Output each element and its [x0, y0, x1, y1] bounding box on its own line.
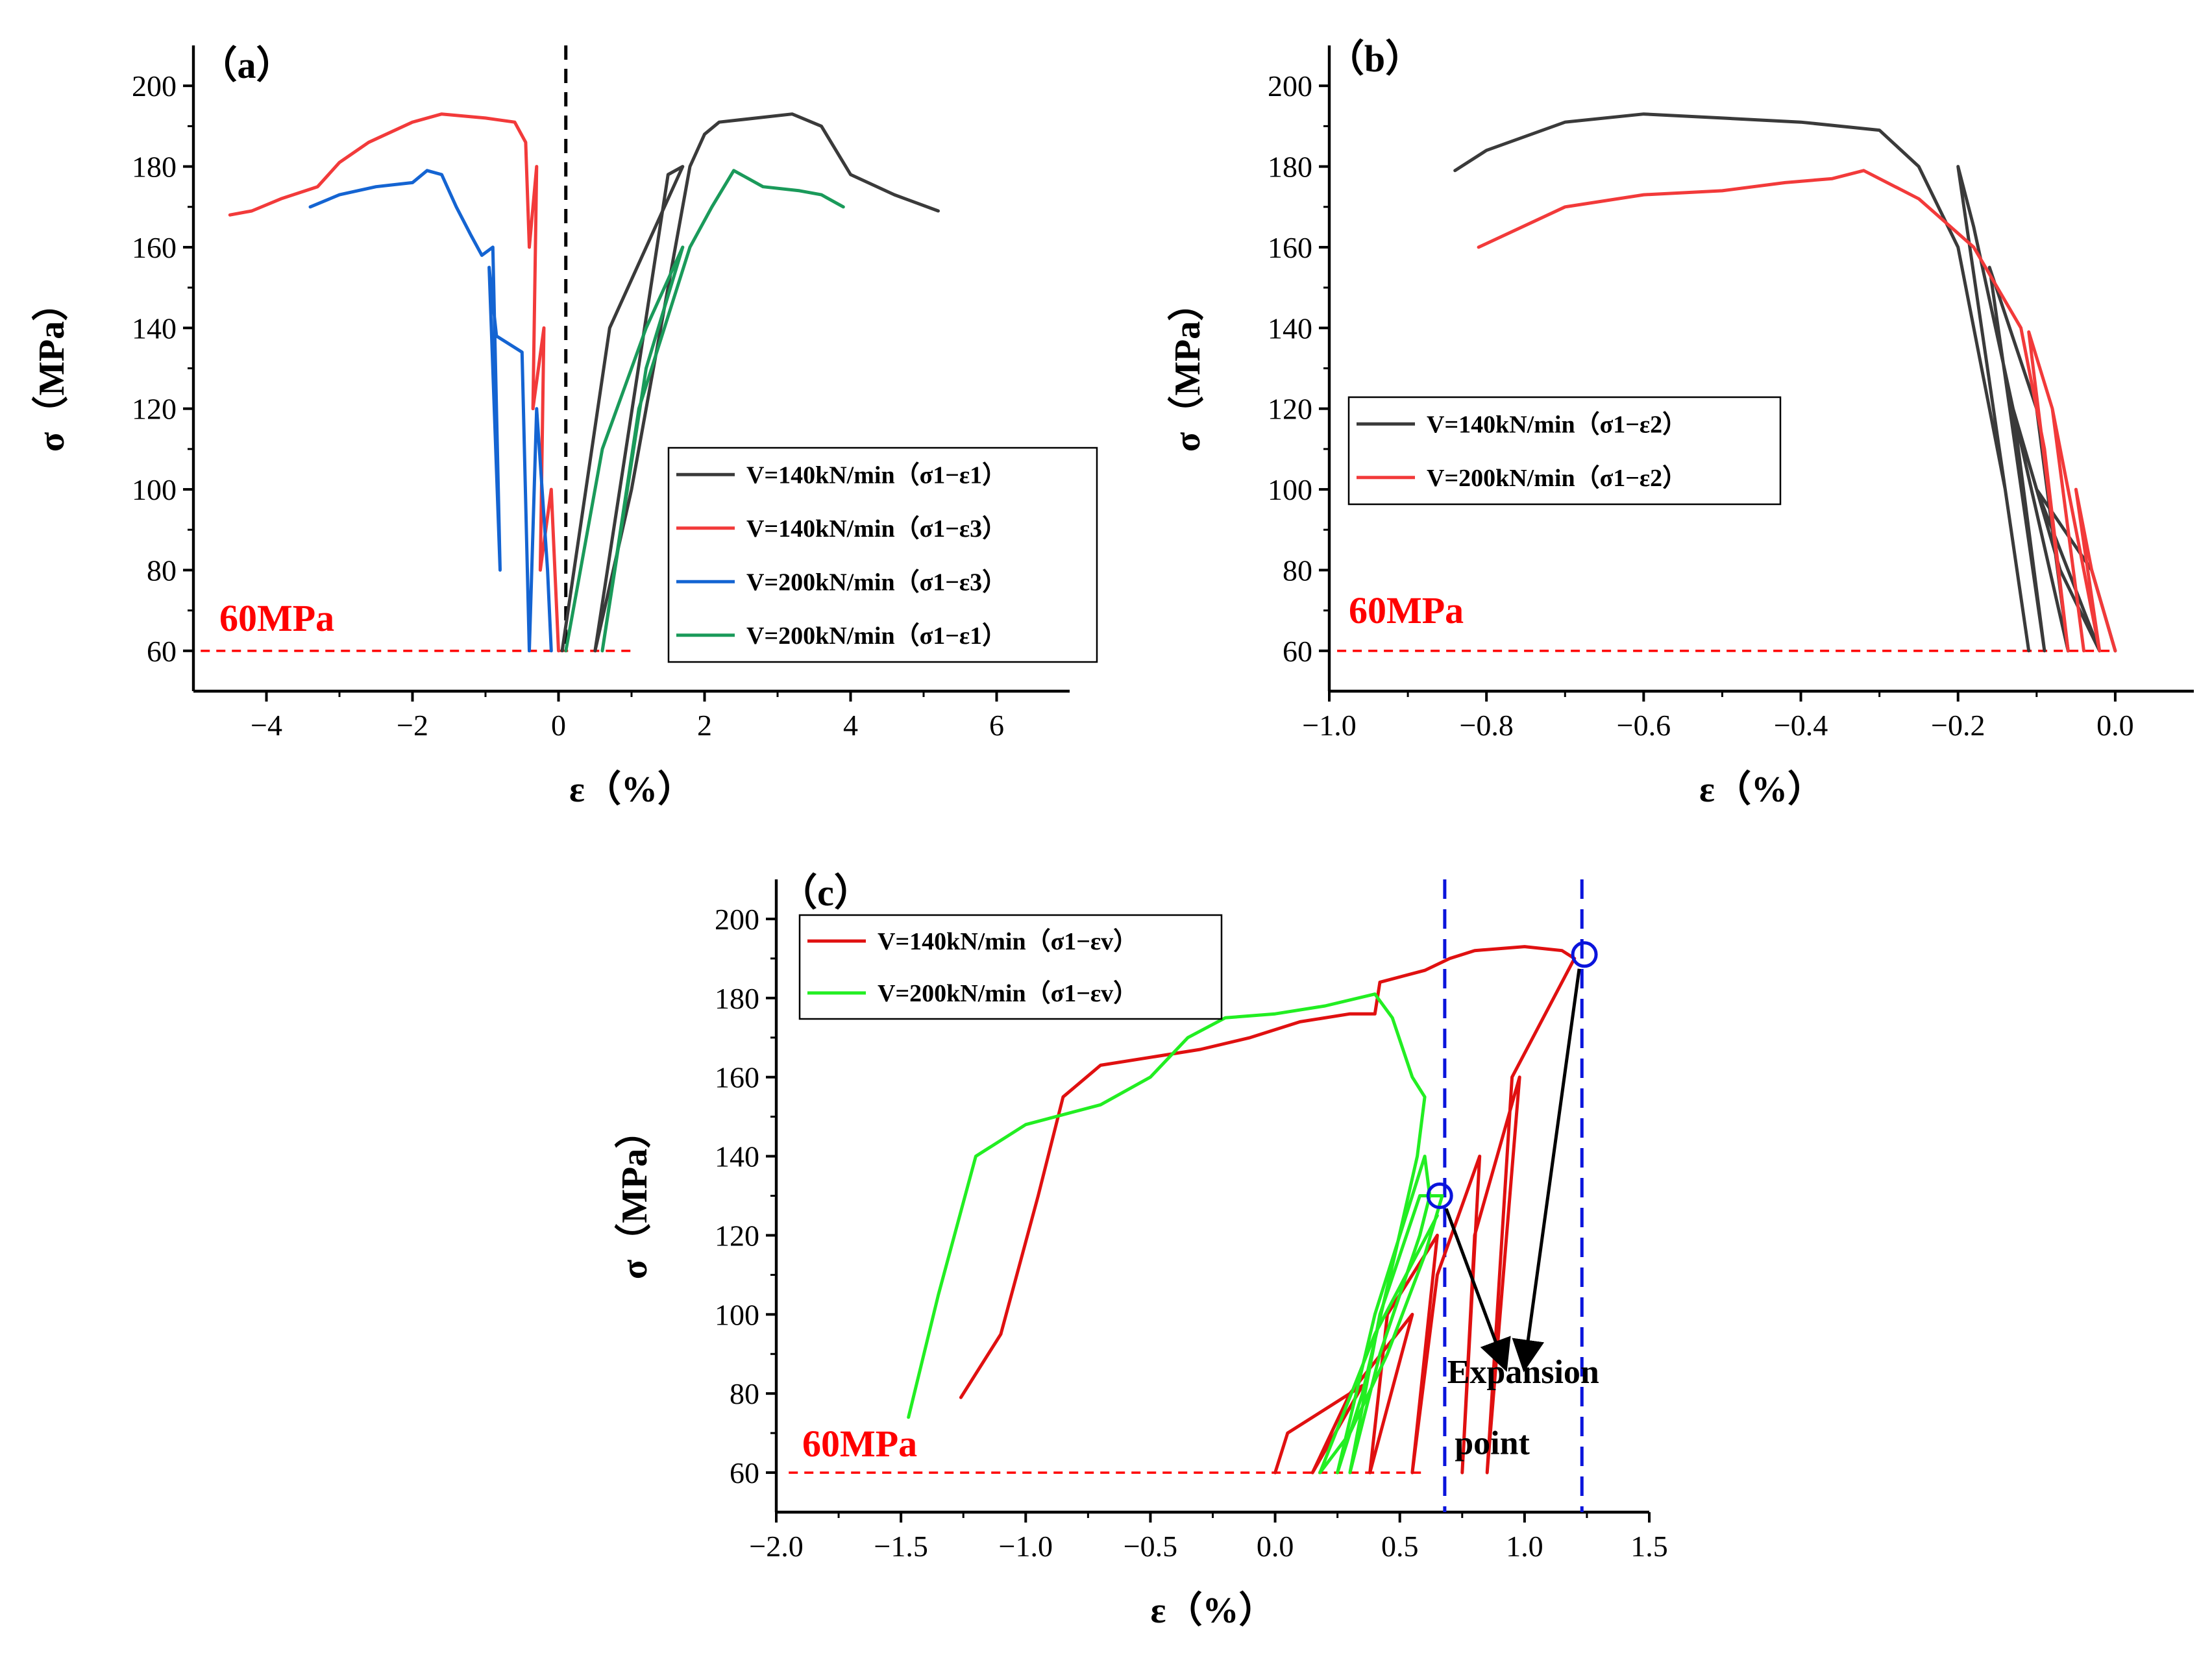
y-tick-label: 100: [715, 1298, 759, 1331]
legend-box: [1347, 396, 1782, 506]
y-axis-title: σ（MPa）: [1167, 285, 1208, 452]
x-tick-label: 0: [551, 709, 566, 742]
series-line: [907, 992, 1444, 1475]
x-tick-label: −0.8: [1459, 709, 1513, 742]
y-tick-label: 60: [1283, 635, 1312, 668]
legend-box: [667, 447, 1098, 663]
y-tick-label: 120: [715, 1219, 759, 1252]
x-tick-label: 4: [843, 709, 858, 742]
x-axis-title: ε（%）: [1699, 769, 1824, 810]
legend-entry: V=140kN/min（σ1−ε1）: [746, 461, 1007, 489]
panel-label: （c）: [780, 872, 872, 914]
y-tick-label: 100: [1268, 473, 1312, 506]
reference-line-label: 60MPa: [219, 597, 334, 639]
legend-entry: V=200kN/min（σ1−εv）: [878, 980, 1138, 1007]
y-axis-title: σ（MPa）: [614, 1112, 655, 1280]
y-tick-label: 160: [715, 1061, 759, 1094]
y-axis-title: σ（MPa）: [31, 285, 72, 452]
expansion-arrow: [1444, 1208, 1511, 1372]
expansion-arrow: [1512, 968, 1581, 1373]
x-axis-title: ε（%）: [1151, 1590, 1275, 1631]
legend-entry: V=200kN/min（σ1−ε2）: [1427, 465, 1687, 492]
expansion-point-marker: [1426, 1182, 1453, 1209]
legend-entry: V=140kN/min（σ1−ε2）: [1427, 411, 1687, 438]
y-tick-label: 160: [1268, 231, 1312, 264]
x-tick-label: 0.5: [1381, 1530, 1419, 1563]
expansion-point-marker: [1571, 941, 1598, 968]
y-tick-label: 200: [132, 69, 177, 103]
panel-a: 60 80 100 120 140 160 180 200 −4 −2 0 2 4 6 ε（%） σ（MPa）…: [31, 44, 1098, 810]
legend: V=140kN/min（σ1−ε2） V=200kN/min（σ1−ε2）: [1347, 396, 1782, 506]
y-tick-label: 200: [1268, 69, 1312, 103]
reference-line-label: 60MPa: [1349, 589, 1464, 631]
panel-c: 60 80 100 120 140 160 180 200 −2.0 −1.5 −1.0 −0.5 0.…: [614, 872, 1668, 1631]
x-tick-label: −1.0: [1302, 709, 1356, 742]
y-tick-label: 100: [132, 473, 177, 506]
annotation-text: Expansion: [1447, 1354, 1599, 1391]
reference-line-label: 60MPa: [802, 1423, 917, 1465]
y-tick-label: 140: [132, 312, 177, 345]
x-tick-label: −1.0: [999, 1530, 1053, 1563]
panel-label: （a）: [199, 44, 293, 86]
x-tick-label: −0.6: [1617, 709, 1671, 742]
series-line: [228, 112, 560, 653]
legend-box: [798, 914, 1223, 1020]
x-tick-label: −2: [397, 709, 428, 742]
y-tick-label: 120: [132, 393, 177, 426]
legend: V=140kN/min（σ1−ε1） V=140kN/min（σ1−ε3） V=20…: [667, 447, 1098, 663]
x-tick-label: −1.5: [874, 1530, 928, 1563]
y-tick-label: 200: [715, 903, 759, 936]
series-line: [564, 169, 845, 653]
series-line: [308, 169, 553, 653]
legend-entry: V=140kN/min（σ1−ε3）: [746, 515, 1007, 543]
y-tick-label: 140: [715, 1140, 759, 1173]
x-tick-label: −0.2: [1931, 709, 1985, 742]
legend: V=140kN/min（σ1−εv） V=200kN/min（σ1−εv）: [798, 914, 1223, 1020]
x-tick-label: 0.0: [2096, 709, 2134, 742]
x-tick-label: −2.0: [749, 1530, 803, 1563]
y-tick-label: 80: [1283, 554, 1312, 587]
panel-b: 60 80 100 120 140 160 180 200 −1.0 −0.8 −0.6 −0.4 −0…: [1167, 38, 2194, 810]
x-tick-label: 2: [697, 709, 712, 742]
x-tick-label: 0.0: [1257, 1530, 1294, 1563]
x-tick-label: −0.5: [1124, 1530, 1177, 1563]
x-tick-label: 1.0: [1506, 1530, 1543, 1563]
panel-label: （b）: [1327, 38, 1423, 80]
annotation-text: point: [1455, 1425, 1530, 1462]
y-tick-label: 160: [132, 231, 177, 264]
series-line: [560, 112, 940, 653]
legend-entry: V=200kN/min（σ1−ε1）: [746, 622, 1007, 650]
y-tick-label: 80: [730, 1377, 759, 1410]
y-tick-label: 60: [147, 635, 177, 668]
y-tick-label: 180: [1268, 151, 1312, 184]
legend-entry: V=140kN/min（σ1−εv）: [878, 928, 1138, 955]
series-line: [1477, 169, 2117, 653]
y-tick-label: 180: [132, 151, 177, 184]
y-tick-label: 120: [1268, 393, 1312, 426]
y-tick-label: 140: [1268, 312, 1312, 345]
x-tick-label: −4: [251, 709, 282, 742]
y-tick-label: 80: [147, 554, 177, 587]
x-tick-label: −0.4: [1774, 709, 1828, 742]
series-line: [1453, 112, 2117, 653]
y-tick-label: 60: [730, 1456, 759, 1489]
x-tick-label: 6: [989, 709, 1004, 742]
legend-entry: V=200kN/min（σ1−ε3）: [746, 569, 1007, 596]
x-axis-title: ε（%）: [569, 769, 694, 810]
x-tick-label: 1.5: [1630, 1530, 1668, 1563]
y-tick-label: 180: [715, 982, 759, 1015]
